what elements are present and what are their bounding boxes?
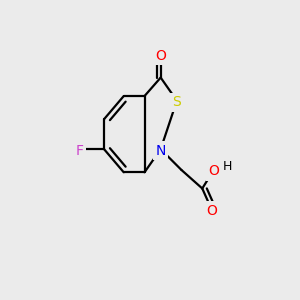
Text: F: F <box>76 144 84 158</box>
Text: O: O <box>206 204 217 218</box>
Text: H: H <box>223 160 232 173</box>
Text: S: S <box>172 95 181 109</box>
Text: O: O <box>155 49 166 63</box>
Text: O: O <box>208 164 219 178</box>
Text: N: N <box>155 144 166 158</box>
